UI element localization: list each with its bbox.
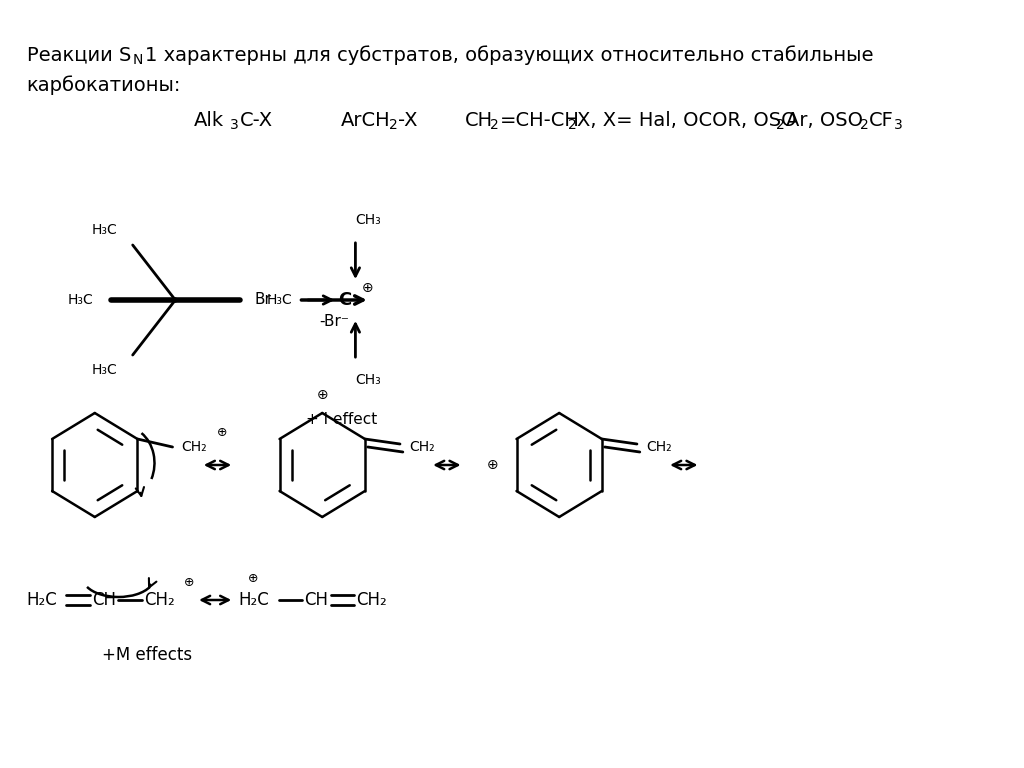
Text: C: C [338,291,351,309]
Text: H₃C: H₃C [68,293,93,307]
Text: 2: 2 [859,118,868,132]
Text: X, X= Hal, OCOR, OSO: X, X= Hal, OCOR, OSO [578,111,797,130]
Text: 2: 2 [388,118,397,132]
Text: 3: 3 [894,118,902,132]
Text: CH₂: CH₂ [181,440,207,454]
Text: ⊕: ⊕ [362,281,374,295]
Text: -Br⁻: -Br⁻ [319,315,349,329]
Text: ⊕: ⊕ [316,388,328,402]
Text: Br: Br [254,293,271,307]
Text: N: N [133,53,143,67]
Text: CF: CF [869,111,894,130]
Text: 2: 2 [490,118,499,132]
Text: CH: CH [92,591,116,609]
Text: ⊕: ⊕ [248,571,258,584]
Text: H₂C: H₂C [27,591,57,609]
Text: CH₃: CH₃ [355,213,381,227]
Text: CH₂: CH₂ [410,440,435,454]
Text: 2: 2 [776,118,785,132]
Text: CH: CH [465,111,493,130]
Text: -X: -X [398,111,418,130]
Text: H₂C: H₂C [239,591,269,609]
Text: 1 характерны для субстратов, образующих относительно стабильные: 1 характерны для субстратов, образующих … [145,45,873,65]
Text: карбокатионы:: карбокатионы: [27,75,181,94]
Text: + I effect: + I effect [305,412,377,428]
Text: CH₂: CH₂ [646,440,672,454]
Text: Alk: Alk [195,111,224,130]
Text: 3: 3 [230,118,239,132]
Text: ⊕: ⊕ [217,426,227,439]
Text: H₃C: H₃C [266,293,293,307]
Text: CH: CH [304,591,329,609]
Text: 2: 2 [567,118,577,132]
Text: ⊕: ⊕ [184,575,195,588]
Text: H₃C: H₃C [91,363,117,377]
Text: +M effects: +M effects [101,646,191,664]
Text: =CH-CH: =CH-CH [500,111,580,130]
Text: ⊕: ⊕ [487,458,499,472]
Text: C-X: C-X [240,111,273,130]
Text: CH₃: CH₃ [355,373,381,387]
Text: ArCH: ArCH [341,111,391,130]
Text: H₃C: H₃C [91,223,117,237]
Text: Реакции S: Реакции S [27,45,131,65]
Text: Ar, OSO: Ar, OSO [785,111,862,130]
Text: CH₂: CH₂ [356,591,387,609]
Text: CH₂: CH₂ [144,591,175,609]
